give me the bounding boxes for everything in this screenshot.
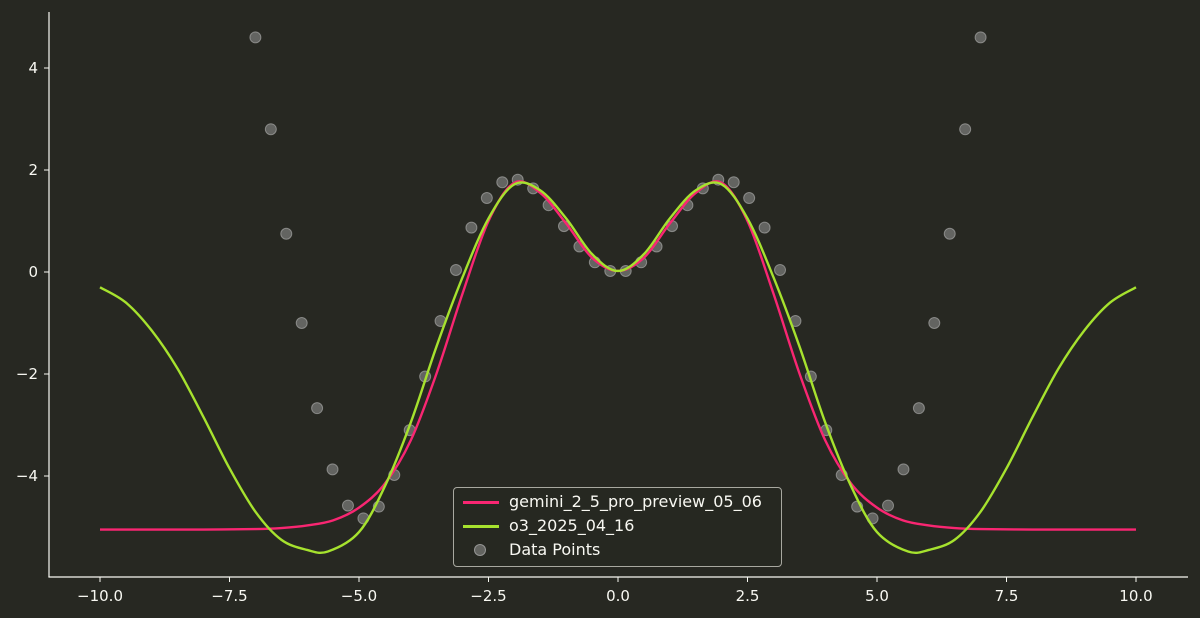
data-point [882,499,895,512]
legend-label: gemini_2_5_pro_preview_05_06 [509,492,762,511]
data-point [496,176,509,189]
y-tick-label: 4 [28,59,38,77]
x-tick-label: −5.0 [341,587,377,605]
data-point [943,227,956,240]
series-line [99,181,1137,555]
plot-area [99,31,1137,555]
legend: gemini_2_5_pro_preview_05_06 o3_2025_04_… [453,487,782,567]
data-point [264,123,277,136]
data-point [897,463,910,476]
x-tick-label: 5.0 [865,587,889,605]
data-point [928,317,941,329]
data-point [912,402,925,415]
y-tick-label: −2 [16,365,38,383]
data-point [743,192,756,205]
data-point [974,31,987,44]
x-tick-label: −7.5 [211,587,247,605]
x-tick-label: 10.0 [1119,587,1152,605]
data-point [774,263,787,276]
x-tick-label: −10.0 [77,587,123,605]
data-point [280,227,293,240]
x-tick-label: 7.5 [995,587,1019,605]
legend-swatch-o3 [463,525,499,528]
data-point [758,221,771,234]
data-point [480,192,493,205]
data-point [249,31,262,44]
y-tick-label: 0 [28,263,38,281]
data-point [449,263,462,276]
data-point [959,123,972,136]
data-point [465,221,478,234]
legend-label: Data Points [509,540,601,559]
data-point [295,317,308,329]
legend-swatch-gemini [463,501,499,504]
axes: −10.0 −7.5 −5.0 −2.5 0.0 2.5 5.0 7.5 10.0 −4 −2 0 2 4 [16,12,1188,605]
scatter-marker-icon [474,544,486,556]
series-line [100,180,1136,531]
x-tick-label: −2.5 [470,587,506,605]
data-point [311,402,324,415]
data-point [326,463,339,476]
data-point [727,176,740,189]
x-tick-label: 2.5 [736,587,760,605]
y-tick-label: 2 [28,161,38,179]
data-point [341,499,354,512]
y-tick-label: −4 [16,467,38,485]
legend-label: o3_2025_04_16 [509,516,635,535]
x-tick-label: 0.0 [606,587,630,605]
